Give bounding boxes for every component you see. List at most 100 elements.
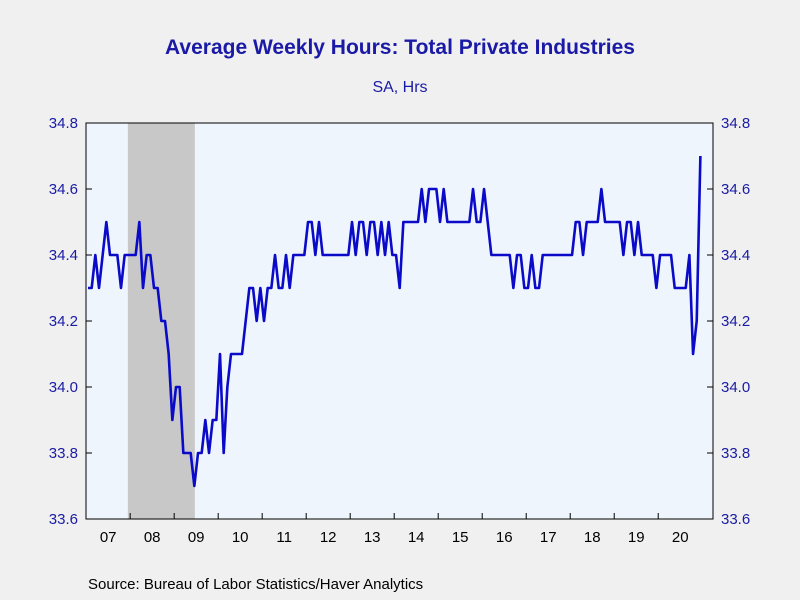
data-point [241,353,243,355]
data-point [685,287,687,289]
data-point [611,221,613,223]
x-tick-label: 10 [232,529,249,546]
data-point [578,221,580,223]
data-point [542,254,544,256]
x-tick-label: 18 [584,529,601,546]
data-point [498,254,500,256]
data-point [333,254,335,256]
data-point [648,254,650,256]
data-point [663,254,665,256]
data-point [131,254,133,256]
x-tick-label: 15 [452,529,469,546]
y-tick-label-left: 33.6 [49,511,78,528]
data-point [296,254,298,256]
data-point [553,254,555,256]
data-point [171,419,173,421]
data-point [105,221,107,223]
data-point [358,221,360,223]
data-point [329,254,331,256]
data-point [692,353,694,355]
data-point [307,221,309,223]
data-point [252,287,254,289]
data-point [94,254,96,256]
data-point [410,221,412,223]
data-point [179,386,181,388]
data-point [278,287,280,289]
y-axis-left: 34.8 34.6 34.4 34.2 34.0 33.8 33.6 [49,115,92,528]
data-point [248,287,250,289]
data-point [138,221,140,223]
data-point [479,221,481,223]
data-point [124,254,126,256]
data-point [454,221,456,223]
x-tick-label: 08 [144,529,161,546]
data-point [670,254,672,256]
data-point [303,254,305,256]
data-point [523,287,525,289]
data-point [281,287,283,289]
data-point [237,353,239,355]
chart-subtitle: SA, Hrs [372,79,428,96]
y-tick-label-right: 34.2 [721,313,750,330]
data-point [417,221,419,223]
data-point [424,221,426,223]
y-axis-right: 34.8 34.6 34.4 34.2 34.0 33.8 33.6 [707,115,750,528]
data-point [575,221,577,223]
data-point [516,254,518,256]
data-point [157,287,159,289]
data-point [127,254,129,256]
data-point [571,254,573,256]
data-point [311,221,313,223]
data-point [109,254,111,256]
data-point [468,221,470,223]
data-point [597,221,599,223]
data-point [135,254,137,256]
data-point [531,254,533,256]
y-tick-label-left: 34.2 [49,313,78,330]
data-point [421,188,423,190]
data-point [366,254,368,256]
data-point [245,320,247,322]
data-point [274,254,276,256]
y-tick-label-right: 34.4 [721,247,750,264]
data-point [659,254,661,256]
data-point [208,452,210,454]
data-point [446,221,448,223]
data-point [113,254,115,256]
data-point [380,221,382,223]
data-point [347,254,349,256]
data-point [201,452,203,454]
data-point [630,221,632,223]
data-point [314,254,316,256]
data-point [501,254,503,256]
data-point [681,287,683,289]
y-tick-label-left: 34.0 [49,379,78,396]
data-point [373,221,375,223]
data-point [120,287,122,289]
data-point [215,419,217,421]
data-point [633,254,635,256]
data-point [292,254,294,256]
data-point [226,386,228,388]
data-point [549,254,551,256]
data-point [527,287,529,289]
data-point [604,221,606,223]
data-point [534,287,536,289]
x-tick-label: 20 [672,529,689,546]
data-point [300,254,302,256]
y-tick-label-right: 34.6 [721,181,750,198]
data-point [256,320,258,322]
data-point [175,386,177,388]
data-point [545,254,547,256]
data-point [582,254,584,256]
data-point [674,287,676,289]
data-point [388,221,390,223]
y-tick-label-right: 33.8 [721,445,750,462]
y-tick-label-right: 34.0 [721,379,750,396]
data-point [644,254,646,256]
data-point [457,221,459,223]
y-tick-label-left: 34.8 [49,115,78,132]
data-point [520,254,522,256]
data-point [351,221,353,223]
